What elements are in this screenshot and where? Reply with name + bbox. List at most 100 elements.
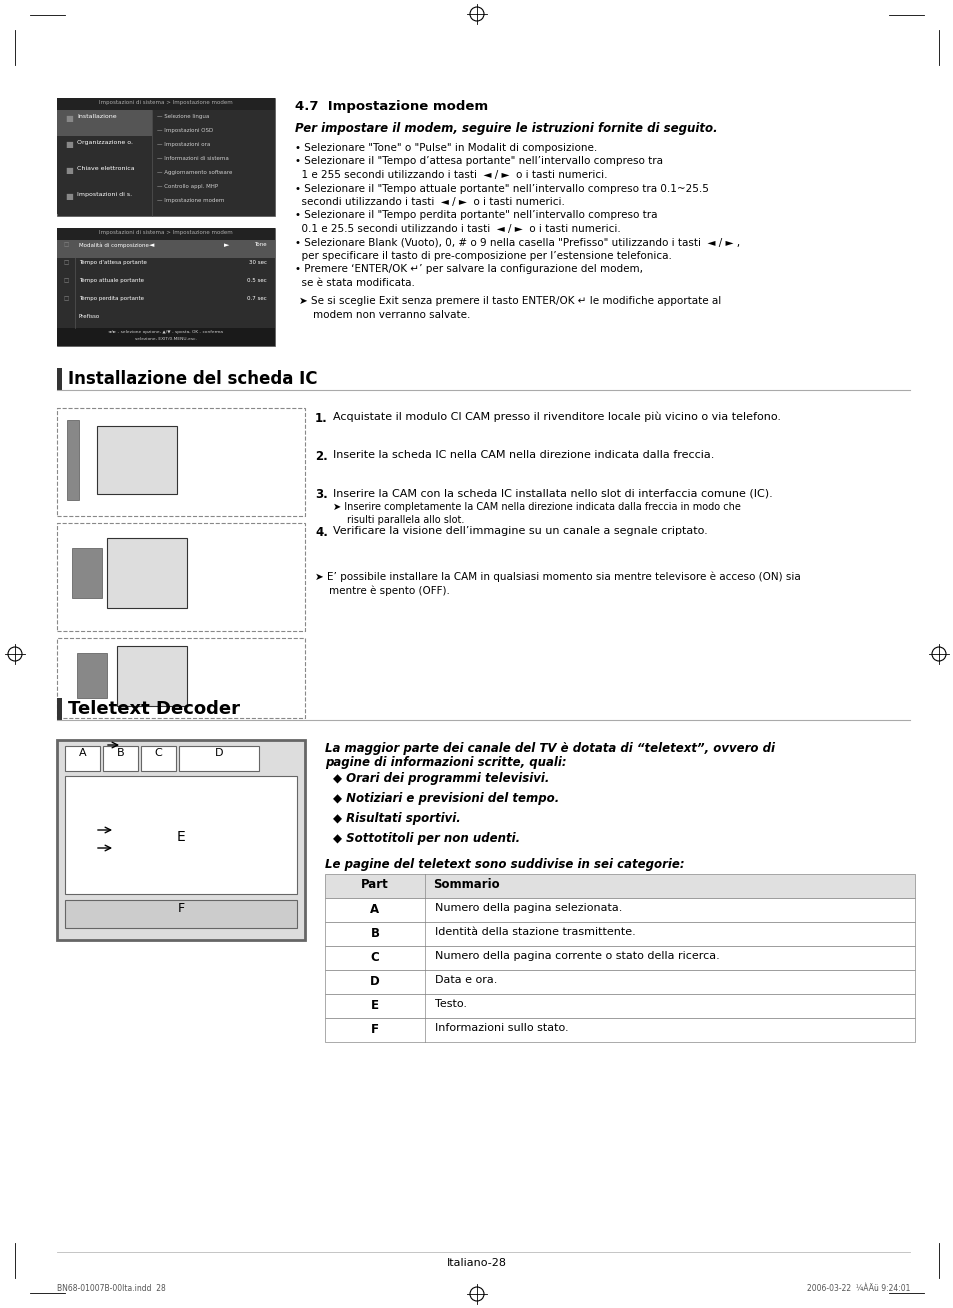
Text: B: B xyxy=(370,927,379,940)
Text: Installazione del scheda IC: Installazione del scheda IC xyxy=(68,370,317,388)
Bar xyxy=(325,971,914,994)
Text: Part: Part xyxy=(361,878,389,891)
Bar xyxy=(57,239,274,258)
Text: Identità della stazione trasmittente.: Identità della stazione trasmittente. xyxy=(435,927,635,937)
Text: per specificare il tasto di pre-composizione per l’estensione telefonica.: per specificare il tasto di pre-composiz… xyxy=(294,251,671,262)
Text: mentre è spento (OFF).: mentre è spento (OFF). xyxy=(329,585,450,595)
Text: • Premere ‘ENTER/OK ↵’ per salvare la configurazione del modem,: • Premere ‘ENTER/OK ↵’ per salvare la co… xyxy=(294,264,642,275)
Text: ◄/► - selezione opzione, ▲/▼ - sposta, OK - conferma: ◄/► - selezione opzione, ▲/▼ - sposta, O… xyxy=(109,330,223,334)
Bar xyxy=(57,136,152,162)
Text: Acquistate il modulo CI CAM presso il rivenditore locale più vicino o via telefo: Acquistate il modulo CI CAM presso il ri… xyxy=(333,412,781,422)
Text: Tempo perdita portante: Tempo perdita portante xyxy=(79,296,144,301)
Bar xyxy=(57,98,274,110)
Text: Tempo attuale portante: Tempo attuale portante xyxy=(79,279,144,283)
Text: 0.1 e 25.5 secondi utilizzando i tasti  ◄ / ►  o i tasti numerici.: 0.1 e 25.5 secondi utilizzando i tasti ◄… xyxy=(294,224,620,234)
Bar xyxy=(77,653,107,698)
Text: F: F xyxy=(371,1023,378,1036)
Text: B: B xyxy=(116,748,124,759)
Text: Data e ora.: Data e ora. xyxy=(435,974,497,985)
Text: D: D xyxy=(214,748,223,759)
Text: selezione, EXIT/0.MENU-esc.: selezione, EXIT/0.MENU-esc. xyxy=(135,337,196,341)
Text: • Selezionare Blank (Vuoto), 0, # o 9 nella casella "Prefisso" utilizzando i tas: • Selezionare Blank (Vuoto), 0, # o 9 ne… xyxy=(294,238,740,247)
Text: Teletext Decoder: Teletext Decoder xyxy=(68,700,240,718)
Bar xyxy=(57,698,62,719)
Bar xyxy=(57,523,305,630)
Bar xyxy=(179,746,258,770)
Text: ►: ► xyxy=(224,242,230,249)
Bar xyxy=(325,922,914,946)
Text: — Controllo appl. MHP: — Controllo appl. MHP xyxy=(157,184,218,188)
Text: 0.7 sec: 0.7 sec xyxy=(247,296,267,301)
Text: • Selezionare il "Tempo attuale portante" nell’intervallo compreso tra 0.1~25.5: • Selezionare il "Tempo attuale portante… xyxy=(294,183,708,194)
Text: E: E xyxy=(371,999,378,1012)
Text: Modalità di composizione: Modalità di composizione xyxy=(79,242,149,247)
Text: modem non verranno salvate.: modem non verranno salvate. xyxy=(313,310,470,319)
Text: Inserite la scheda IC nella CAM nella direzione indicata dalla freccia.: Inserite la scheda IC nella CAM nella di… xyxy=(333,450,714,460)
Text: A: A xyxy=(78,748,86,759)
Text: 0.5 sec: 0.5 sec xyxy=(247,279,267,283)
Text: Impostazioni di sistema > Impostazione modem: Impostazioni di sistema > Impostazione m… xyxy=(99,230,233,235)
Text: Informazioni sullo stato.: Informazioni sullo stato. xyxy=(435,1023,568,1033)
Text: 1 e 255 secondi utilizzando i tasti  ◄ / ►  o i tasti numerici.: 1 e 255 secondi utilizzando i tasti ◄ / … xyxy=(294,170,607,181)
Text: C: C xyxy=(154,748,162,759)
Text: Italiano-28: Italiano-28 xyxy=(447,1258,506,1267)
Text: — Informazioni di sistema: — Informazioni di sistema xyxy=(157,156,229,161)
Text: ◆ Notiziari e previsioni del tempo.: ◆ Notiziari e previsioni del tempo. xyxy=(333,793,558,804)
Text: ➤ Inserire completamente la CAM nella direzione indicata dalla freccia in modo c: ➤ Inserire completamente la CAM nella di… xyxy=(333,502,740,511)
Text: • Selezionare "Tone" o "Pulse" in Modalit di composizione.: • Selezionare "Tone" o "Pulse" in Modali… xyxy=(294,143,597,153)
Bar xyxy=(325,1018,914,1042)
Text: 30 sec: 30 sec xyxy=(249,260,267,266)
Bar xyxy=(97,426,177,494)
Text: Tempo d'attesa portante: Tempo d'attesa portante xyxy=(79,260,147,266)
Text: E: E xyxy=(176,831,185,844)
Text: Inserire la CAM con la scheda IC installata nello slot di interfaccia comune (IC: Inserire la CAM con la scheda IC install… xyxy=(333,488,772,498)
Text: Per impostare il modem, seguire le istruzioni fornite di seguito.: Per impostare il modem, seguire le istru… xyxy=(294,122,717,135)
Text: □: □ xyxy=(63,279,69,283)
Text: Impostazioni di sistema > Impostazione modem: Impostazioni di sistema > Impostazione m… xyxy=(99,99,233,105)
Text: ■: ■ xyxy=(65,140,72,149)
Text: Numero della pagina selezionata.: Numero della pagina selezionata. xyxy=(435,903,621,913)
Text: se è stata modificata.: se è stata modificata. xyxy=(294,279,415,288)
Text: Testo.: Testo. xyxy=(435,999,467,1008)
Text: ◆ Risultati sportivi.: ◆ Risultati sportivi. xyxy=(333,812,460,825)
Text: 2006-03-22  ¼ÀÄü 9:24:01: 2006-03-22 ¼ÀÄü 9:24:01 xyxy=(806,1284,909,1294)
Text: Le pagine del teletext sono suddivise in sei categorie:: Le pagine del teletext sono suddivise in… xyxy=(325,858,684,871)
Bar xyxy=(57,228,274,239)
Bar xyxy=(325,994,914,1018)
Bar xyxy=(57,740,305,940)
Text: ◆ Orari dei programmi televisivi.: ◆ Orari dei programmi televisivi. xyxy=(333,772,549,785)
Text: — Impostazioni ora: — Impostazioni ora xyxy=(157,143,211,146)
Bar xyxy=(325,874,914,899)
Text: Prefisso: Prefisso xyxy=(79,314,100,319)
Text: • Selezionare il "Tempo d’attesa portante" nell’intervallo compreso tra: • Selezionare il "Tempo d’attesa portant… xyxy=(294,157,662,166)
Bar xyxy=(57,294,274,313)
Text: Installazione: Installazione xyxy=(77,114,116,119)
Text: F: F xyxy=(177,903,184,916)
Text: 2.: 2. xyxy=(314,450,328,463)
Text: Tone: Tone xyxy=(254,242,267,247)
Bar xyxy=(141,746,175,770)
Bar xyxy=(117,646,187,706)
Text: secondi utilizzando i tasti  ◄ / ►  o i tasti numerici.: secondi utilizzando i tasti ◄ / ► o i ta… xyxy=(294,198,564,207)
Text: ➤ E’ possibile installare la CAM in qualsiasi momento sia mentre televisore è ac: ➤ E’ possibile installare la CAM in qual… xyxy=(314,572,800,582)
Bar xyxy=(57,162,152,188)
Bar xyxy=(65,776,296,893)
Text: ➤ Se si sceglie Exit senza premere il tasto ENTER/OK ↵ le modifiche apportate al: ➤ Se si sceglie Exit senza premere il ta… xyxy=(298,297,720,306)
Text: A: A xyxy=(370,903,379,916)
Bar xyxy=(57,638,305,718)
Bar xyxy=(57,98,274,216)
Text: — Impostazione modem: — Impostazione modem xyxy=(157,198,224,203)
Text: risulti parallela allo slot.: risulti parallela allo slot. xyxy=(347,515,464,525)
Text: 3.: 3. xyxy=(314,488,328,501)
Text: C: C xyxy=(370,951,379,964)
Bar xyxy=(57,328,274,347)
Text: ◄: ◄ xyxy=(150,242,154,249)
Bar xyxy=(65,900,296,927)
Bar xyxy=(71,548,102,598)
Bar xyxy=(57,228,274,347)
Bar xyxy=(65,746,100,770)
Text: Organizzazione o.: Organizzazione o. xyxy=(77,140,132,145)
Text: Verificare la visione dell’immagine su un canale a segnale criptato.: Verificare la visione dell’immagine su u… xyxy=(333,526,707,536)
Text: BN68-01007B-00Ita.indd  28: BN68-01007B-00Ita.indd 28 xyxy=(57,1284,166,1294)
Text: — Selezione lingua: — Selezione lingua xyxy=(157,114,209,119)
